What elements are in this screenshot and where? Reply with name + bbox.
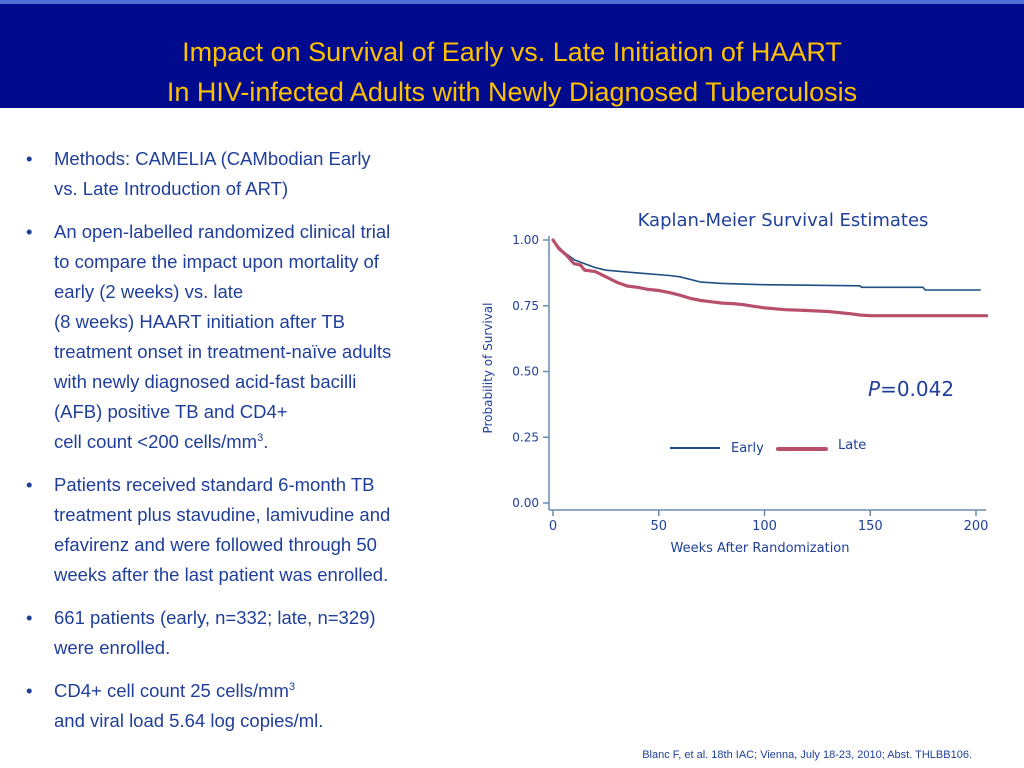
chart-title: Kaplan-Meier Survival Estimates	[638, 210, 929, 231]
superscript: 3	[257, 431, 264, 444]
x-tick-label: 200	[964, 519, 989, 534]
bullet-dot-icon: •	[26, 607, 33, 628]
x-axis-label: Weeks After Randomization	[671, 541, 850, 556]
bullet-item: • Patients received standard 6-month TB …	[22, 470, 482, 590]
y-ticks: 0.00 0.25 0.50 0.75 1.00	[512, 233, 549, 510]
p-label: P	[868, 377, 881, 401]
bullet-text: efavirenz and were followed through 50	[54, 534, 377, 555]
y-tick-label: 0.25	[512, 430, 539, 444]
superscript: 3	[288, 680, 296, 693]
bullet-text: were enrolled.	[54, 637, 171, 658]
y-tick-label: 0.75	[512, 299, 539, 313]
bullet-item: • Methods: CAMELIA (CAMbodian Early vs. …	[22, 144, 482, 204]
title-banner: Impact on Survival of Early vs. Late Ini…	[0, 0, 1024, 108]
bullet-text: cell count <200 cells/mm	[54, 431, 258, 452]
x-ticks: 0 50 100 150 200	[549, 510, 989, 534]
bullet-dot-icon: •	[26, 474, 33, 495]
slide-title-line-2: In HIV-infected Adults with Newly Diagno…	[166, 77, 858, 107]
bullet-text: CD4+ cell count 25 cells/mm	[54, 680, 289, 701]
bullet-text: 661 patients (early, n=332; late, n=329)	[54, 607, 376, 628]
x-tick-label: 50	[650, 519, 667, 534]
bullet-text: and viral load 5.64 log copies/ml.	[54, 710, 324, 731]
bullet-text-line: cell count <200 cells/mm3.	[54, 427, 482, 457]
y-tick-label: 1.00	[512, 233, 539, 247]
bullet-list: • Methods: CAMELIA (CAMbodian Early vs. …	[22, 144, 482, 749]
bullet-suffix: .	[263, 431, 269, 452]
p-value: =0.042	[880, 377, 954, 401]
bullet-text: vs. Late Introduction of ART)	[54, 178, 289, 199]
bullet-text: (8 weeks) HAART initiation after TB	[54, 311, 345, 332]
y-tick-label: 0.50	[512, 365, 539, 379]
series-line-late	[551, 238, 989, 318]
y-tick-label: 0.00	[512, 496, 539, 510]
legend-label-late: Late	[838, 438, 866, 453]
bullet-text: treatment plus stavudine, lamivudine and	[54, 504, 391, 525]
bullet-text: An open-labelled randomized clinical tri…	[54, 221, 391, 242]
bullet-dot-icon: •	[26, 148, 33, 169]
p-value-annotation: P=0.042	[868, 377, 954, 401]
bullet-text-line: CD4+ cell count 25 cells/mm3	[54, 676, 482, 706]
bullet-text: weeks after the last patient was enrolle…	[54, 564, 389, 585]
bullet-item: • 661 patients (early, n=332; late, n=32…	[22, 603, 482, 663]
bullet-text: Methods: CAMELIA (CAMbodian Early	[54, 148, 371, 169]
slide-title-line-1: Impact on Survival of Early vs. Late Ini…	[182, 37, 842, 67]
x-tick-label: 100	[752, 519, 777, 534]
series-lines	[551, 238, 989, 318]
bullet-dot-icon: •	[26, 221, 33, 242]
x-tick-label: 0	[549, 519, 557, 534]
bullet-dot-icon: •	[26, 680, 33, 701]
bullet-text: Patients received standard 6-month TB	[54, 474, 375, 495]
bullet-text: treatment onset in treatment-naïve adult…	[54, 341, 392, 362]
bullet-text: with newly diagnosed acid-fast bacilli	[54, 371, 357, 392]
bullet-text: to compare the impact upon mortality of	[54, 251, 379, 272]
bullet-item: • An open-labelled randomized clinical t…	[22, 217, 482, 457]
bullet-item: • CD4+ cell count 25 cells/mm3 and viral…	[22, 676, 482, 736]
series-line-early	[552, 239, 982, 291]
legend-label-early: Early	[731, 441, 764, 456]
bullet-text: (AFB) positive TB and CD4+	[54, 401, 288, 422]
legend: Early Late	[670, 438, 866, 456]
bullet-text: early (2 weeks) vs. late	[54, 281, 244, 302]
citation: Blanc F, et al. 18th IAC; Vienna, July 1…	[642, 749, 972, 761]
x-tick-label: 150	[858, 519, 883, 534]
y-axis-label: Probability of Survival	[481, 302, 495, 433]
